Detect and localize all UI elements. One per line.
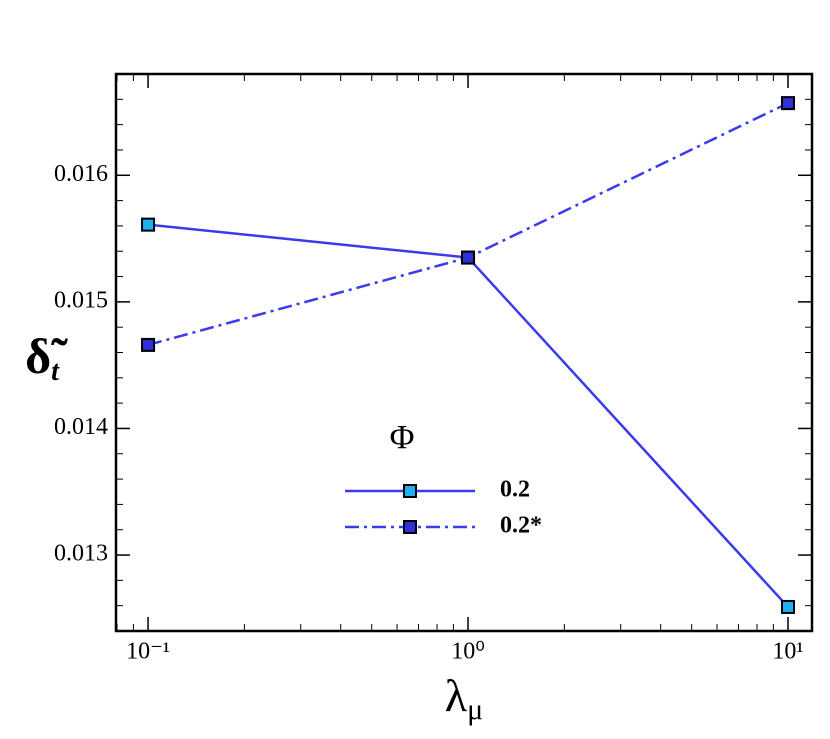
plot-frame	[114, 72, 814, 633]
y-tick-label: 0.016	[54, 161, 108, 187]
series-line	[147, 223, 789, 608]
legend-marker	[403, 484, 417, 498]
marker	[141, 217, 156, 232]
y-axis-label-main: δ̃	[25, 328, 68, 384]
legend-title: Φ	[390, 419, 415, 456]
x-axis-label-main: λ	[445, 670, 468, 721]
y-tick-label: 0.013	[54, 541, 108, 567]
y-tick-label: 0.014	[54, 414, 108, 440]
marker	[781, 96, 796, 111]
marker	[781, 599, 796, 614]
x-tick-label: 10¹	[772, 639, 803, 665]
y-axis-label: δ̃t	[25, 328, 68, 387]
x-axis-label-sub: μ	[467, 693, 483, 726]
x-tick-label: 10⁻¹	[126, 639, 170, 665]
y-axis-label-sub: t	[51, 356, 60, 387]
x-axis-label: λμ	[445, 670, 483, 726]
marker	[141, 337, 156, 352]
legend-marker	[403, 520, 417, 534]
series-line	[147, 101, 789, 347]
marker	[461, 250, 476, 265]
x-tick-label: 10⁰	[451, 639, 485, 665]
legend-label: 0.2	[500, 477, 530, 503]
y-tick-label: 0.015	[54, 287, 108, 313]
legend-label: 0.2*	[500, 513, 542, 539]
